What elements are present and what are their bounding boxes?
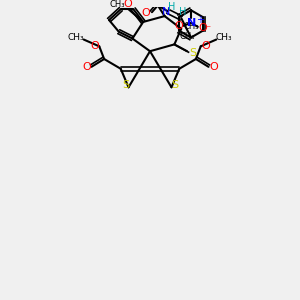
- Text: CH₃: CH₃: [216, 33, 232, 42]
- Text: S: S: [122, 80, 129, 90]
- Text: O: O: [201, 41, 210, 51]
- Text: O: O: [198, 23, 207, 33]
- Text: ⁻: ⁻: [205, 25, 210, 35]
- Text: CH₃: CH₃: [68, 33, 84, 42]
- Text: H: H: [168, 2, 175, 12]
- Text: N: N: [161, 7, 170, 17]
- Text: O: O: [209, 62, 218, 72]
- Text: S: S: [171, 80, 178, 90]
- Text: H: H: [179, 7, 187, 17]
- Text: S: S: [189, 48, 197, 58]
- Text: O: O: [123, 0, 132, 9]
- Text: CH₃: CH₃: [109, 0, 124, 9]
- Text: O: O: [90, 41, 99, 51]
- Text: O: O: [82, 62, 91, 72]
- Text: N: N: [187, 18, 196, 28]
- Text: O: O: [142, 8, 151, 18]
- Text: +: +: [196, 15, 204, 25]
- Text: O: O: [174, 21, 183, 31]
- Text: CH₃: CH₃: [183, 22, 199, 31]
- Text: CH₃: CH₃: [179, 32, 195, 41]
